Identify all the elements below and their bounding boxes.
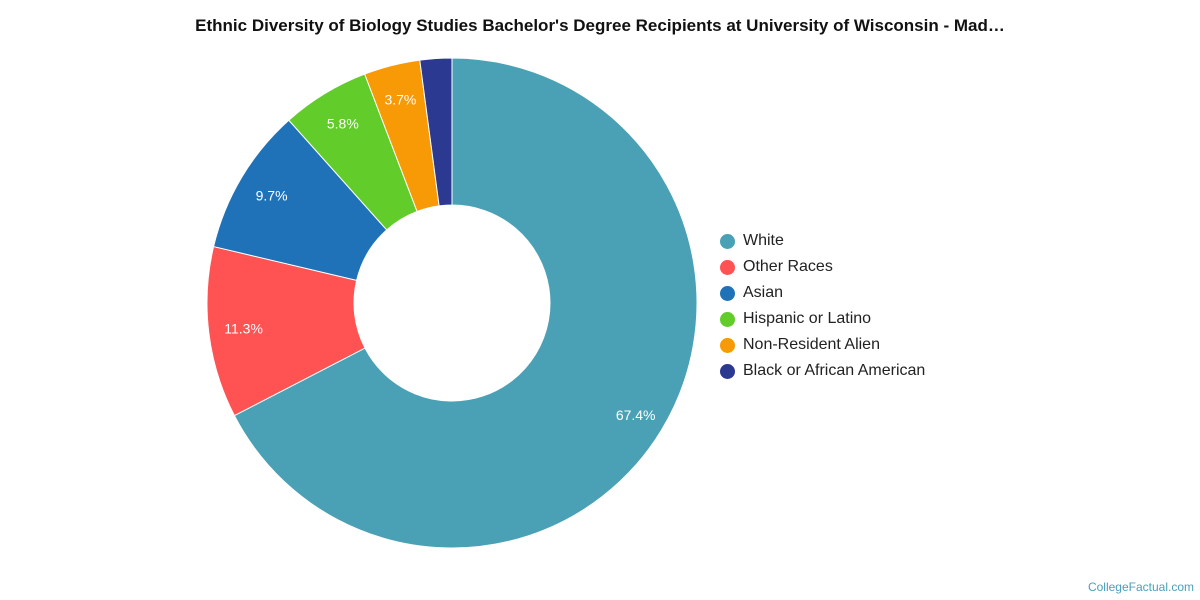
legend-label: Black or African American — [743, 362, 926, 379]
legend-label: Other Races — [743, 258, 833, 275]
legend-swatch-icon — [720, 311, 735, 327]
legend-swatch-icon — [720, 259, 735, 275]
chart-title: Ethnic Diversity of Biology Studies Bach… — [195, 16, 1005, 35]
slice-black-or-african-american — [419, 57, 453, 207]
legend-item-asian[interactable]: Asian — [720, 280, 925, 306]
watermark-text: CollegeFactual.com — [1087, 580, 1194, 594]
slice-label-other-races: 11.3% — [224, 321, 263, 337]
legend-item-non-resident-alien[interactable]: Non-Resident Alien — [720, 332, 925, 358]
slice-label-asian: 9.7% — [256, 188, 288, 204]
legend-label: Asian — [743, 284, 784, 301]
legend-item-white[interactable]: White — [720, 228, 925, 254]
slice-label-non-resident-alien: 3.7% — [384, 91, 416, 107]
legend-item-hispanic-or-latino[interactable]: Hispanic or Latino — [720, 306, 925, 332]
legend-swatch-icon — [720, 285, 735, 301]
legend-item-black-or-african-american[interactable]: Black or African American — [720, 358, 925, 384]
slice-other-races — [206, 245, 366, 417]
chart-legend: White Other Races Asian Hispanic or Latino N… — [720, 228, 925, 384]
legend-swatch-icon — [720, 363, 735, 379]
slice-label-white: 67.4% — [616, 407, 656, 423]
legend-swatch-icon — [720, 337, 735, 353]
legend-label: Non-Resident Alien — [743, 336, 880, 353]
slice-label-hispanic-or-latino: 5.8% — [327, 116, 359, 132]
legend-item-other-races[interactable]: Other Races — [720, 254, 925, 280]
legend-swatch-icon — [720, 233, 735, 249]
slice-white — [233, 57, 698, 549]
legend-label: White — [743, 232, 784, 249]
legend-label: Hispanic or Latino — [743, 310, 872, 327]
